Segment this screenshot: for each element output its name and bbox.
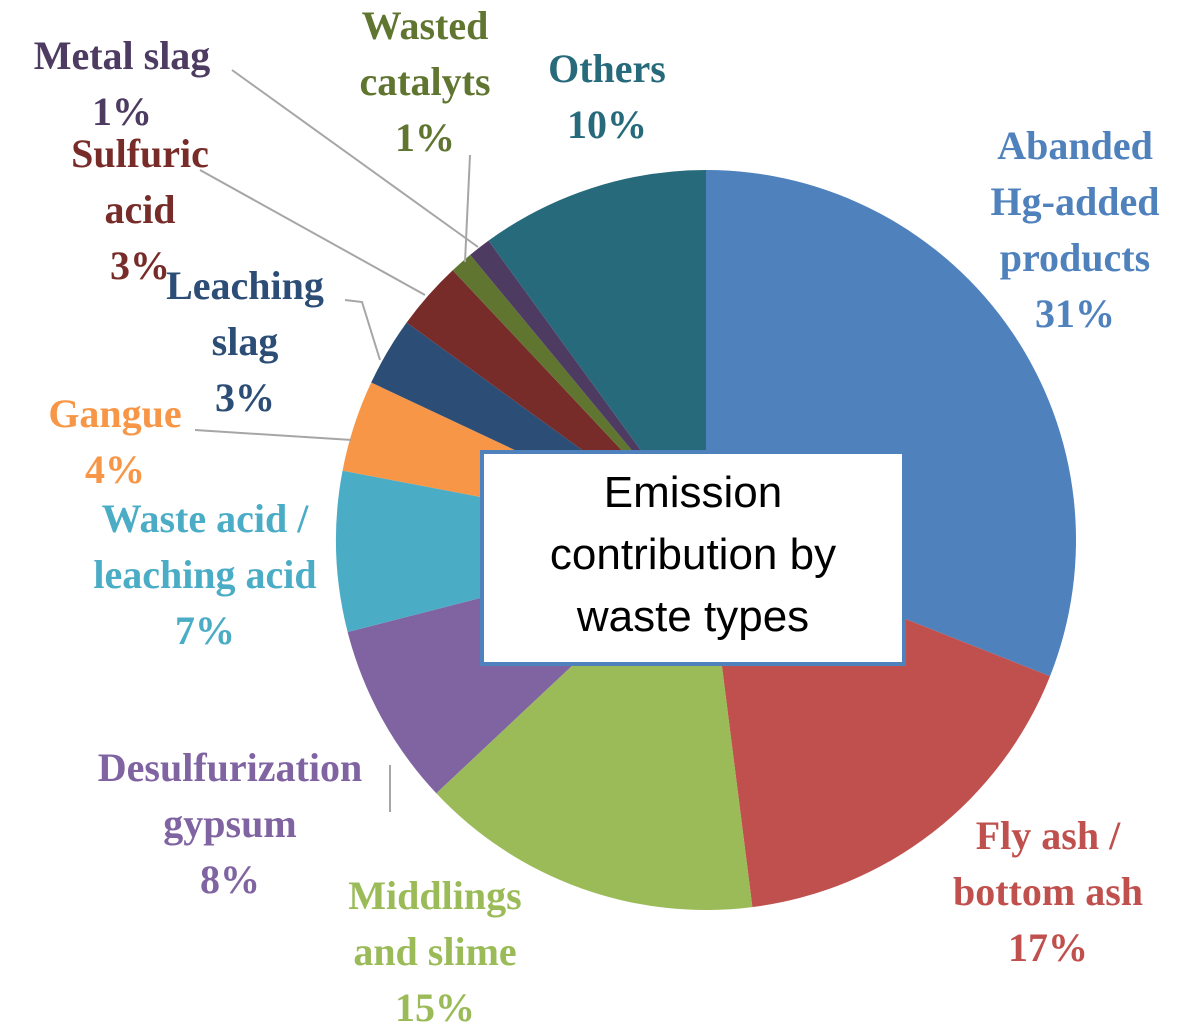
slice-label: Middlings and slime [348,873,521,974]
slice-value-label: 3% [110,243,170,288]
slice-label: Metal slag [34,33,211,78]
slice-value-label: 3% [215,375,275,420]
leader-line [231,69,479,248]
slice-label: Fly ash / bottom ash [953,813,1143,914]
slice-label: Others [548,46,666,91]
slice-label: Wasted catalyts [359,3,490,104]
slice-label: Sulfuric acid [71,131,209,232]
slice-value-label: 15% [395,985,475,1026]
slice-label: Waste acid / leaching acid [93,496,316,597]
leader-line [344,299,381,361]
slice-value-label: 17% [1008,925,1088,970]
slice-value-label: 1% [395,115,455,160]
title-box [480,450,906,666]
leader-line [464,154,471,263]
slice-label: Desulfurization gypsum [98,745,362,846]
slice-value-label: 10% [567,102,647,147]
slice-value-label: 1% [92,89,152,134]
chart-title: Emission contribution by waste types [550,468,836,641]
slice-label: Gangue [48,391,181,436]
slice-label: Leaching slag [166,263,324,364]
slice-value-label: 4% [85,447,145,492]
slice-label: Abanded Hg-added products [991,123,1160,280]
leader-line [199,169,426,296]
slice-value-label: 31% [1035,291,1115,336]
slice-value-label: 8% [200,857,260,902]
leader-line [194,429,353,441]
slice-value-label: 7% [175,608,235,653]
pie-slice [488,170,706,540]
